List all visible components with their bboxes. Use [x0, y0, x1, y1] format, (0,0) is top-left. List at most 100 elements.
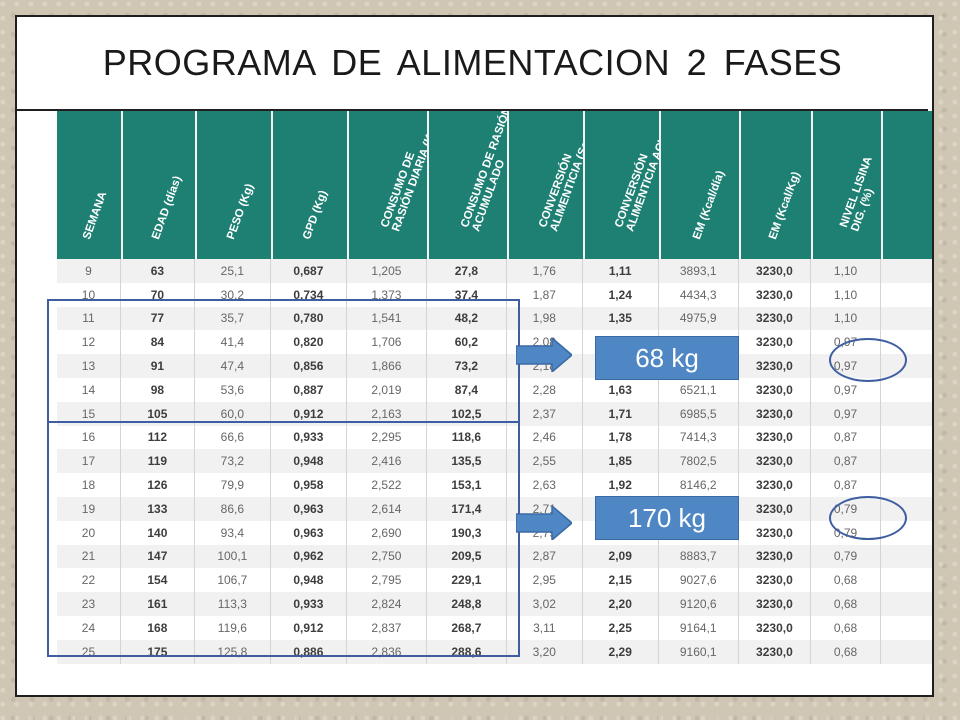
column-header: CONVERSIÓN ALIMENTICIA ACUM	[583, 111, 661, 259]
column-header-label: CONVERSIÓN ALIMENTICIA (Sem)	[537, 126, 585, 234]
table-cell: 14	[57, 377, 121, 402]
column-header: SEMANA	[57, 111, 123, 259]
table-cell: 24	[57, 615, 121, 640]
table-row: 18 126 79,9 0,958 2,522 153,1 2,63 1,92 8146,2 32…	[57, 473, 932, 497]
table-cell: 2,09	[582, 544, 659, 569]
table-cell: 7414,3	[658, 425, 739, 450]
table-cell: 2,28	[506, 377, 583, 402]
table-cell-edge	[880, 473, 932, 497]
table-cell: 93,4	[194, 520, 271, 545]
table-cell: 0,963	[270, 496, 347, 521]
table-cell: 9120,6	[658, 592, 739, 616]
phase1-weight-callout: 68 kg	[595, 336, 739, 380]
table-cell: 1,10	[810, 282, 882, 307]
table-cell: 1,706	[346, 330, 427, 355]
slide: PROGRAMA DE ALIMENTACION 2 FASES SEMANA E…	[15, 15, 934, 697]
phase2-weight-callout: 170 kg	[595, 496, 739, 540]
table-cell: 119,6	[194, 615, 271, 640]
table-cell: 41,4	[194, 330, 271, 355]
table-cell: 0,912	[270, 401, 347, 426]
phase1-box	[47, 299, 520, 423]
table-cell: 23	[57, 592, 121, 616]
table-cell: 1,205	[346, 259, 427, 283]
table-cell: 3230,0	[738, 615, 812, 640]
table-cell-edge	[880, 639, 932, 664]
table-cell-edge	[880, 377, 932, 402]
table-row: 16 112 66,6 0,933 2,295 118,6 2,46 1,78 7414,3 32…	[57, 425, 932, 450]
table-cell-edge	[880, 568, 932, 593]
column-header-label: EM (Kcal/día)	[691, 169, 727, 242]
table-cell: 6985,5	[658, 401, 739, 426]
table-cell: 17	[57, 449, 121, 474]
table-cell-edge	[880, 306, 932, 331]
table-cell: 3230,0	[738, 520, 812, 545]
table-row: 25 175 125,8 0,886 2,836 288,6 3,20 2,29 9160,1 3…	[57, 639, 932, 664]
table-cell: 248,8	[426, 592, 507, 616]
table-cell: 106,7	[194, 568, 271, 593]
table-cell: 2,416	[346, 449, 427, 474]
table-cell: 2,95	[506, 568, 583, 593]
table-cell: 3230,0	[738, 401, 812, 426]
table-cell: 3230,0	[738, 449, 812, 474]
table-cell: 229,1	[426, 568, 507, 593]
table-cell-edge	[880, 259, 932, 283]
table-cell: 3230,0	[738, 306, 812, 331]
table-cell: 4434,3	[658, 282, 739, 307]
page-title: PROGRAMA DE ALIMENTACION 2 FASES	[102, 42, 843, 83]
table-cell-edge	[880, 425, 932, 450]
table-cell: 1,11	[582, 259, 659, 283]
table-cell: 2,87	[506, 544, 583, 569]
table-cell: 60,2	[426, 330, 507, 355]
table-cell: 9	[57, 259, 121, 283]
table-cell: 0,68	[810, 615, 882, 640]
column-header: EM (Kcal/día)	[659, 111, 741, 259]
column-header: EM (Kcal/Kg)	[739, 111, 813, 259]
table-cell: 3230,0	[738, 473, 812, 497]
table-cell: 6521,1	[658, 377, 739, 402]
table-cell: 0,886	[270, 639, 347, 664]
table-cell: 25,1	[194, 259, 271, 283]
table-cell: 0,687	[270, 259, 347, 283]
table-cell: 3230,0	[738, 496, 812, 521]
table-cell: 87,4	[426, 377, 507, 402]
table-cell: 2,295	[346, 425, 427, 450]
table-cell: 0,912	[270, 615, 347, 640]
table-row: 23 161 113,3 0,933 2,824 248,8 3,02 2,20 9120,6 3…	[57, 592, 932, 616]
table-cell: 22	[57, 568, 121, 593]
phase2-box	[47, 421, 520, 657]
table-cell: 21	[57, 544, 121, 569]
table-cell: 60,0	[194, 401, 271, 426]
table-cell: 147	[120, 544, 195, 569]
table-cell: 118,6	[426, 425, 507, 450]
table-cell: 3230,0	[738, 639, 812, 664]
table-cell: 102,5	[426, 401, 507, 426]
title-box: PROGRAMA DE ALIMENTACION 2 FASES	[17, 17, 928, 111]
table-cell: 113,3	[194, 592, 271, 616]
table-row: 14 98 53,6 0,887 2,019 87,4 2,28 1,63 6521,1 3230…	[57, 377, 932, 402]
table-cell: 3230,0	[738, 544, 812, 569]
table-cell: 91	[120, 354, 195, 378]
table-cell: 3230,0	[738, 377, 812, 402]
table-cell: 66,6	[194, 425, 271, 450]
table-cell: 8883,7	[658, 544, 739, 569]
table-cell: 1,866	[346, 354, 427, 378]
table-cell: 0,780	[270, 306, 347, 331]
table-cell: 53,6	[194, 377, 271, 402]
table-cell: 19	[57, 496, 121, 521]
table-cell: 84	[120, 330, 195, 355]
table-cell: 27,8	[426, 259, 507, 283]
table-cell: 15	[57, 401, 121, 426]
table-row: 21 147 100,1 0,962 2,750 209,5 2,87 2,09 8883,7 3…	[57, 544, 932, 569]
table-cell: 0,963	[270, 520, 347, 545]
table-cell: 0,958	[270, 473, 347, 497]
table-body: 9 63 25,1 0,687 1,205 27,8 1,76 1,11 3893,1 3230,…	[57, 259, 932, 664]
table-row: 11 77 35,7 0,780 1,541 48,2 1,98 1,35 4975,9 3230…	[57, 306, 932, 331]
column-header: GPD (Kg)	[271, 111, 349, 259]
table-cell: 1,78	[582, 425, 659, 450]
table-cell: 2,522	[346, 473, 427, 497]
table-row: 24 168 119,6 0,912 2,837 268,7 3,11 2,25 9164,1 3…	[57, 615, 932, 640]
lysine-highlight-ellipse	[829, 496, 907, 540]
table-cell: 0,948	[270, 449, 347, 474]
table-cell: 3,11	[506, 615, 583, 640]
column-header: CONSUMO DE RASIÓN ACUMULADO	[427, 111, 509, 259]
